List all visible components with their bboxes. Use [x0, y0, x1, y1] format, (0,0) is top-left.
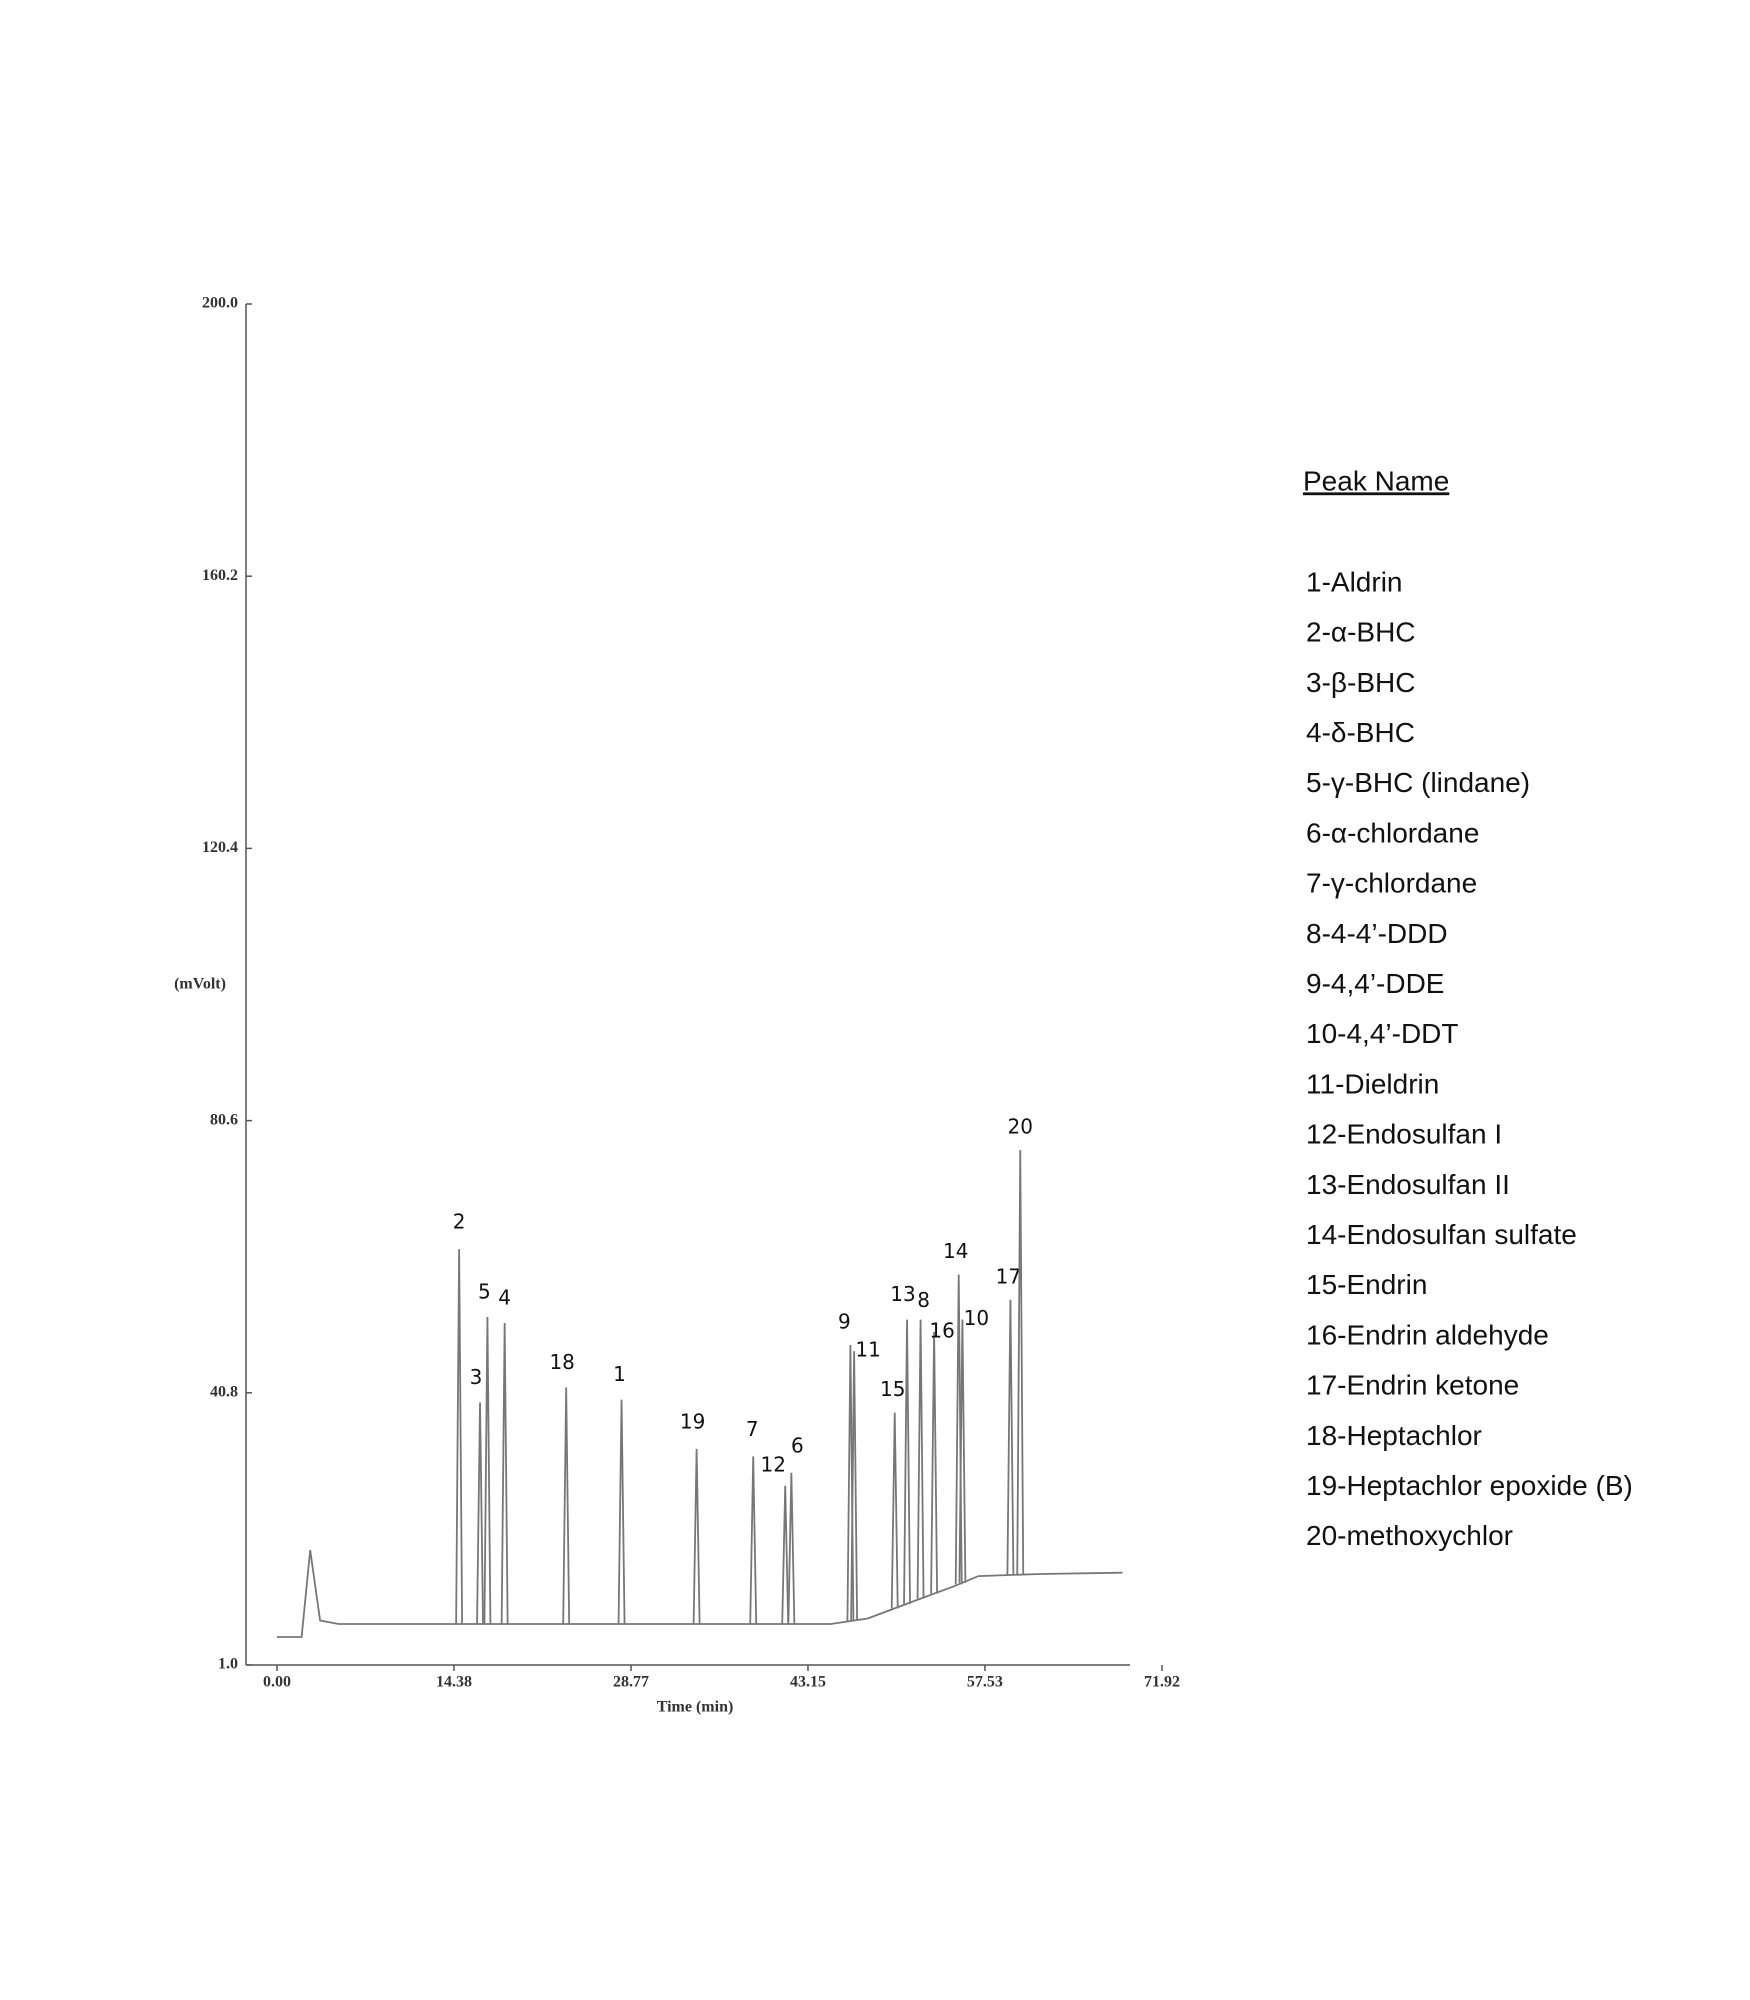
peak-label: 11 [855, 1338, 880, 1362]
legend-item: 7-γ-chlordane [1306, 868, 1477, 899]
legend-item: 16-Endrin aldehyde [1306, 1319, 1549, 1350]
peak-label: 9 [838, 1309, 851, 1333]
peak [749, 1456, 758, 1624]
peak-label: 20 [1008, 1115, 1033, 1139]
peak-label: 12 [760, 1452, 785, 1476]
legend-item: 4-δ-BHC [1306, 717, 1415, 748]
legend-item: 6-α-chlordane [1306, 817, 1479, 848]
peak [890, 1412, 899, 1609]
legend-item: 10-4,4’-DDT [1306, 1018, 1458, 1049]
y-tick-label: 160.2 [202, 567, 238, 584]
peak [500, 1323, 509, 1624]
y-axis-label: (mVolt) [174, 976, 226, 993]
peak [781, 1485, 790, 1624]
baseline-trace [277, 1549, 1123, 1638]
peak [483, 1316, 492, 1624]
peak [903, 1319, 911, 1604]
peak-label: 16 [929, 1318, 954, 1342]
peak [562, 1387, 571, 1624]
legend-title: Peak Name [1303, 465, 1449, 496]
peak [1006, 1299, 1015, 1576]
peak [476, 1402, 484, 1624]
peak [930, 1331, 939, 1594]
peak-label: 8 [917, 1288, 930, 1312]
legend-item: 2-α-BHC [1306, 617, 1416, 648]
legend-item: 19-Heptachlor epoxide (B) [1306, 1470, 1633, 1501]
peak [617, 1399, 626, 1624]
x-tick-label: 43.15 [790, 1674, 826, 1691]
legend-item: 17-Endrin ketone [1306, 1370, 1519, 1401]
legend-item: 3-β-BHC [1306, 667, 1415, 698]
peak [850, 1351, 859, 1621]
peak [455, 1249, 464, 1624]
peak-label: 19 [680, 1409, 705, 1433]
peak-label: 5 [478, 1279, 491, 1303]
peak [787, 1472, 796, 1624]
legend-item: 15-Endrin [1306, 1269, 1427, 1300]
x-axis-label: Time (min) [657, 1699, 734, 1716]
peak-label: 17 [996, 1264, 1021, 1288]
x-tick-label: 28.77 [613, 1674, 649, 1691]
x-tick-label: 57.53 [967, 1674, 1003, 1691]
peak [1016, 1150, 1025, 1575]
y-tick-label: 80.6 [210, 1111, 238, 1128]
peak-label: 2 [453, 1210, 466, 1234]
peak-label: 4 [498, 1286, 511, 1310]
peak-label: 3 [470, 1365, 483, 1389]
y-tick-label: 40.8 [210, 1383, 238, 1400]
legend-item: 5-γ-BHC (lindane) [1306, 767, 1530, 798]
peak-label: 10 [964, 1306, 989, 1330]
y-tick-label: 1.0 [218, 1656, 238, 1673]
peak-label: 13 [890, 1282, 915, 1306]
peak [958, 1319, 967, 1583]
legend-item: 18-Heptachlor [1306, 1420, 1482, 1451]
peak-label: 15 [880, 1377, 905, 1401]
legend-item: 9-4,4’-DDE [1306, 968, 1444, 999]
peak-label: 14 [943, 1239, 968, 1263]
legend-item: 11-Dieldrin [1306, 1068, 1439, 1099]
x-tick-label: 14.38 [436, 1674, 472, 1691]
peak [692, 1448, 701, 1624]
x-tick-label: 0.00 [263, 1674, 291, 1691]
peak-label: 7 [746, 1417, 759, 1441]
peak [916, 1319, 925, 1599]
legend-item: 12-Endosulfan I [1306, 1119, 1502, 1150]
peak-label: 18 [549, 1350, 574, 1374]
peak-label: 6 [791, 1433, 804, 1457]
peak-label: 1 [613, 1362, 626, 1386]
y-tick-label: 200.0 [202, 295, 238, 312]
x-tick-label: 71.92 [1144, 1674, 1180, 1691]
legend-item: 20-methoxychlor [1306, 1520, 1513, 1551]
legend-item: 14-Endosulfan sulfate [1306, 1219, 1577, 1250]
legend-item: 13-Endosulfan II [1306, 1169, 1510, 1200]
legend-item: 8-4-4’-DDD [1306, 918, 1448, 949]
legend-item: 1-Aldrin [1306, 566, 1402, 597]
y-tick-label: 120.4 [202, 839, 238, 856]
